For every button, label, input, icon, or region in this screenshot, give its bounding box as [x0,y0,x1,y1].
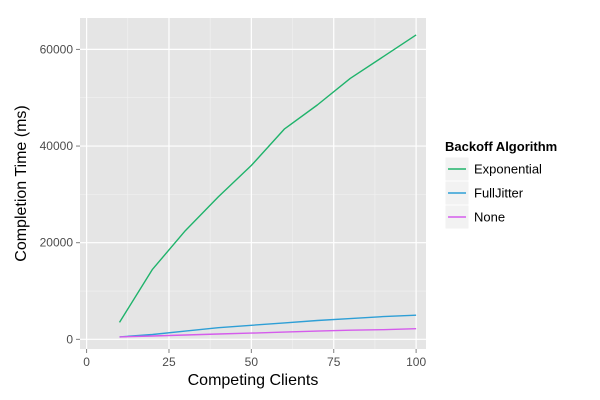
x-tick-label: 50 [245,355,259,369]
x-tick-label: 25 [162,355,176,369]
series-line-fulljitter [119,314,417,338]
legend-label: Exponential [474,162,542,177]
x-axis-title: Competing Clients [188,372,319,389]
series-lines [118,34,417,338]
legend-label: FullJitter [474,186,524,201]
y-axis-title: Completion Time (ms) [13,105,30,261]
x-tick-label: 100 [406,355,426,369]
y-tick-label: 20000 [40,236,74,250]
legend-item-none: None [444,204,505,230]
legend-item-exponential: Exponential [444,156,542,182]
minor-gridlines [80,18,426,349]
x-axis-ticks: 0 25 50 75 100 [83,349,426,369]
legend-item-fulljitter: FullJitter [444,180,524,206]
legend: Backoff Algorithm Exponential FullJitter N… [444,139,557,230]
y-axis-ticks: 0 20000 40000 60000 [40,42,80,346]
x-tick-label: 0 [83,355,90,369]
y-tick-label: 0 [66,332,73,346]
series-line-exponential [118,34,417,323]
series-line-none [119,328,417,338]
y-tick-label: 60000 [40,42,74,56]
legend-label: None [474,210,505,225]
x-tick-label: 75 [327,355,341,369]
legend-title: Backoff Algorithm [445,139,557,154]
major-gridlines [80,18,426,349]
y-tick-label: 40000 [40,139,74,153]
plot-panel [80,18,426,349]
